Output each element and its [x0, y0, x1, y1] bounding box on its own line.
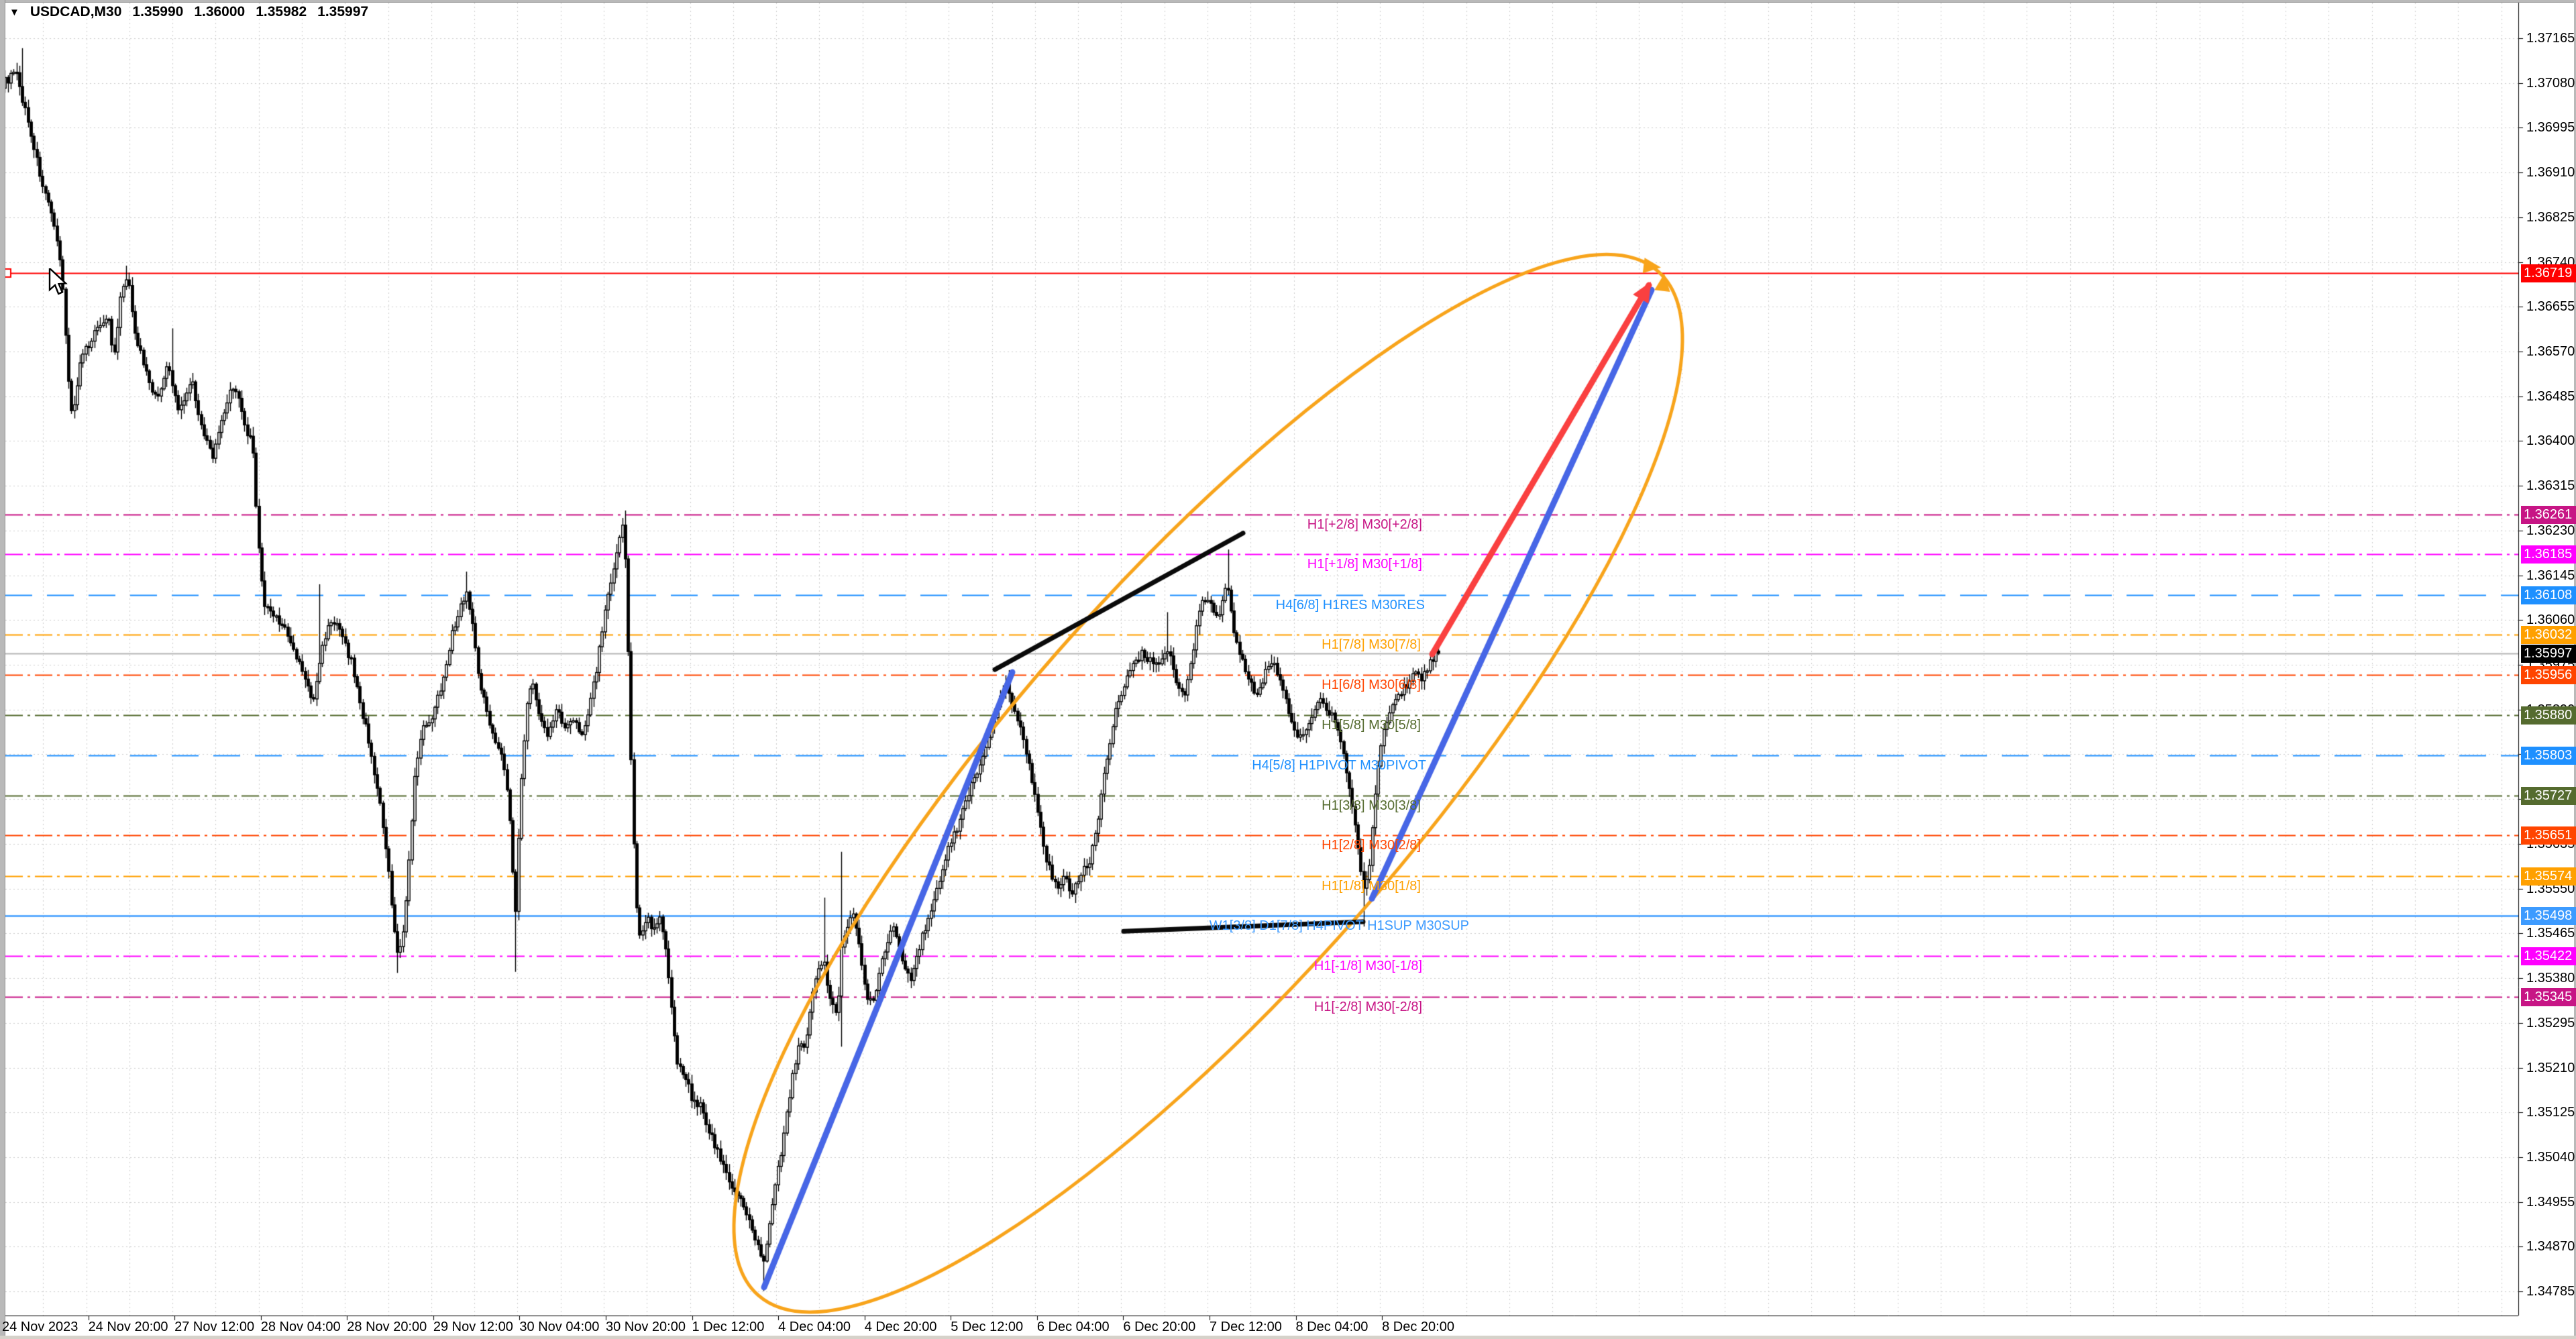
price-tick-label: 1.37080 [2526, 75, 2575, 91]
level-label: H4[5/8] H1PIVOT M30PIVOT [1252, 758, 1426, 773]
current-price-tag: 1.35997 [2521, 644, 2576, 663]
level-price-tag: 1.35880 [2521, 706, 2576, 725]
symbol-period-label: USDCAD,M30 [30, 4, 122, 19]
level-label: H1[-2/8] M30[-2/8] [1313, 999, 1422, 1014]
price-tick-label: 1.35465 [2526, 926, 2575, 941]
level-price-tag: 1.35803 [2521, 747, 2576, 765]
time-tick-label: 24 Nov 20:00 [88, 1320, 168, 1334]
price-tick-label: 1.35125 [2526, 1105, 2575, 1120]
level-label: H4[6/8] H1RES M30RES [1275, 597, 1425, 612]
time-tick-label: 28 Nov 04:00 [260, 1320, 341, 1334]
level-label: H1[+1/8] M30[+1/8] [1307, 557, 1422, 572]
level-price-tag: 1.35956 [2521, 665, 2576, 684]
ohlc-high: 1.36000 [194, 4, 246, 19]
hline-price-tag: 1.36719 [2521, 264, 2576, 282]
time-tick-label: 5 Dec 12:00 [951, 1320, 1024, 1334]
level-price-tag: 1.35651 [2521, 826, 2576, 845]
price-tick-label: 1.34955 [2526, 1194, 2575, 1210]
level-price-tag: 1.36108 [2521, 586, 2576, 604]
price-tick-label: 1.34785 [2526, 1284, 2575, 1299]
level-label: H1[5/8] M30[5/8] [1322, 717, 1421, 733]
level-label: H1[2/8] M30[2/8] [1322, 838, 1421, 853]
ohlc-open: 1.35990 [132, 4, 184, 19]
time-tick-label: 27 Nov 12:00 [174, 1320, 255, 1334]
price-tick-label: 1.36995 [2526, 120, 2575, 136]
level-price-tag: 1.35422 [2521, 947, 2576, 966]
level-label: H1[3/8] M30[3/8] [1322, 798, 1421, 813]
level-price-tag: 1.36261 [2521, 505, 2576, 524]
time-tick-label: 6 Dec 20:00 [1123, 1320, 1196, 1334]
window-border-top [0, 0, 2576, 3]
price-tick-label: 1.35295 [2526, 1015, 2575, 1030]
level-price-tag: 1.35345 [2521, 987, 2576, 1006]
price-tick-label: 1.36910 [2526, 165, 2575, 180]
price-tick-label: 1.34870 [2526, 1239, 2575, 1254]
time-tick-label: 4 Dec 20:00 [864, 1320, 937, 1334]
level-price-tag: 1.35498 [2521, 907, 2576, 926]
level-price-tag: 1.35574 [2521, 867, 2576, 886]
level-price-tag: 1.35727 [2521, 786, 2576, 805]
time-tick-label: 6 Dec 04:00 [1036, 1320, 1110, 1334]
level-label: W1[3/8] D1[7/8] H4PIVOT H1SUP M30SUP [1209, 918, 1469, 934]
time-tick-label: 28 Nov 20:00 [347, 1320, 427, 1334]
symbol-dropdown-icon[interactable]: ▼ [9, 6, 19, 18]
level-label: H1[6/8] M30[6/8] [1322, 677, 1421, 692]
price-tick-label: 1.36060 [2526, 612, 2575, 628]
price-tick-label: 1.36315 [2526, 478, 2575, 494]
ohlc-low: 1.35982 [256, 4, 307, 19]
price-tick-label: 1.35210 [2526, 1060, 2575, 1075]
chart-title-bar: ▼ USDCAD,M30 1.35990 1.36000 1.35982 1.3… [9, 4, 368, 20]
price-tick-label: 1.36655 [2526, 299, 2575, 315]
window-scroll-strip[interactable] [0, 1336, 2576, 1339]
mouse-cursor-icon [48, 268, 68, 295]
level-label: H1[+2/8] M30[+2/8] [1307, 517, 1422, 532]
level-label: H1[1/8] M30[1/8] [1322, 878, 1421, 894]
time-tick-label: 30 Nov 04:00 [519, 1320, 600, 1334]
time-tick-label: 8 Dec 20:00 [1382, 1320, 1454, 1334]
price-tick-label: 1.36825 [2526, 209, 2575, 225]
time-tick-label: 24 Nov 2023 [2, 1320, 78, 1334]
price-tick-label: 1.36145 [2526, 568, 2575, 583]
price-tick-label: 1.35040 [2526, 1150, 2575, 1165]
level-price-tag: 1.36185 [2521, 545, 2576, 564]
price-tick-label: 1.35380 [2526, 971, 2575, 986]
window-border-left [0, 0, 5, 1339]
time-tick-label: 8 Dec 04:00 [1295, 1320, 1368, 1334]
price-tick-label: 1.36485 [2526, 388, 2575, 404]
time-tick-label: 29 Nov 12:00 [433, 1320, 513, 1334]
level-price-tag: 1.36032 [2521, 626, 2576, 645]
ohlc-close: 1.35997 [317, 4, 369, 19]
price-tick-label: 1.36570 [2526, 343, 2575, 359]
time-tick-label: 4 Dec 04:00 [778, 1320, 851, 1334]
time-tick-label: 30 Nov 20:00 [605, 1320, 686, 1334]
time-tick-label: 7 Dec 12:00 [1209, 1320, 1282, 1334]
time-tick-label: 1 Dec 12:00 [692, 1320, 765, 1334]
price-tick-label: 1.36400 [2526, 433, 2575, 449]
price-tick-label: 1.36230 [2526, 523, 2575, 538]
level-label: H1[7/8] M30[7/8] [1322, 637, 1421, 653]
level-label: H1[-1/8] M30[-1/8] [1313, 959, 1422, 974]
price-tick-label: 1.37165 [2526, 30, 2575, 46]
